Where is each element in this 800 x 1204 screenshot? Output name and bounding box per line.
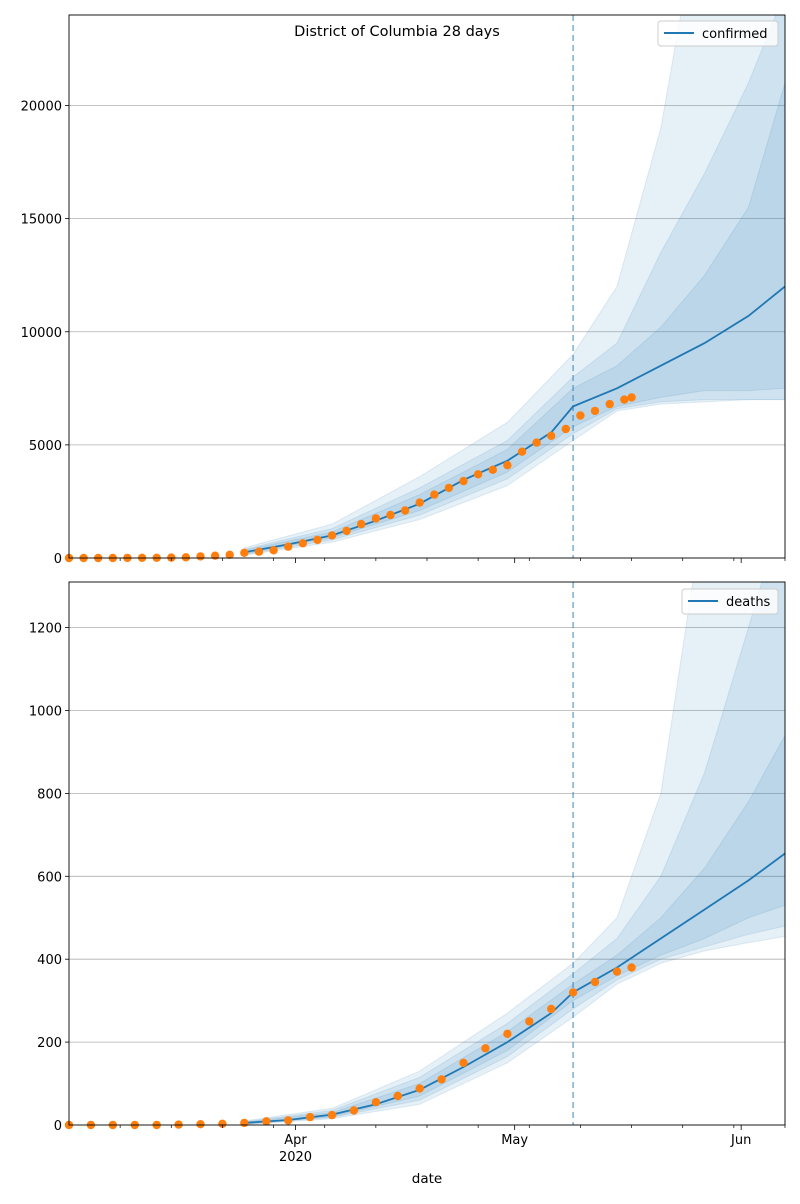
observed-point bbox=[196, 552, 205, 561]
observed-point bbox=[357, 519, 366, 529]
observed-point bbox=[437, 1075, 446, 1084]
y-tick-label: 200 bbox=[37, 1036, 62, 1051]
uncertainty-band bbox=[243, 582, 785, 1125]
x-tick-label: Apr bbox=[284, 1133, 307, 1148]
observed-point bbox=[371, 514, 381, 523]
observed-point bbox=[459, 1058, 468, 1068]
uncertainty-band bbox=[243, 735, 785, 1125]
observed-point bbox=[547, 1004, 556, 1014]
observed-point bbox=[218, 1119, 227, 1129]
observed-point bbox=[415, 1084, 424, 1093]
legend-label-deaths: deaths bbox=[726, 595, 771, 610]
observed-point bbox=[444, 483, 454, 493]
observed-point bbox=[284, 1116, 293, 1125]
observed-point bbox=[503, 1029, 512, 1039]
uncertainty-band bbox=[243, 15, 785, 556]
uncertainty-band bbox=[243, 15, 785, 556]
series-line-deaths bbox=[244, 852, 785, 1124]
uncertainty-band bbox=[243, 82, 785, 555]
observed-point bbox=[605, 399, 614, 409]
uncertainty-band bbox=[243, 582, 785, 1125]
legend-label-confirmed: confirmed bbox=[702, 27, 768, 42]
deaths-panel: 0 200 400 600 800 1000 1200 Apr 2020 May Jun death… bbox=[29, 581, 786, 1187]
y-tick-label: 800 bbox=[37, 787, 62, 802]
observed-point bbox=[313, 535, 322, 545]
observed-point bbox=[576, 411, 585, 420]
observed-point bbox=[612, 967, 622, 976]
observed-point bbox=[525, 1017, 534, 1026]
x-tick-label: Jun bbox=[730, 1133, 751, 1148]
legend-box bbox=[657, 20, 779, 47]
observed-point bbox=[196, 1120, 205, 1129]
observed-point bbox=[590, 977, 600, 987]
x-tick-sublabel: 2020 bbox=[279, 1150, 312, 1165]
y-tick-label: 20000 bbox=[21, 100, 62, 115]
observed-point bbox=[181, 553, 191, 562]
observed-point bbox=[590, 406, 600, 416]
observed-point bbox=[517, 447, 527, 456]
observed-point bbox=[568, 988, 578, 997]
observed-point bbox=[561, 424, 570, 434]
observed-point bbox=[400, 506, 410, 515]
observed-point bbox=[298, 539, 307, 548]
y-tick-label: 0 bbox=[54, 1119, 62, 1134]
observed-point bbox=[430, 490, 439, 499]
observed-point bbox=[627, 963, 636, 972]
y-tick-label: 1200 bbox=[29, 622, 62, 637]
observed-point bbox=[503, 461, 512, 470]
observed-point bbox=[284, 542, 293, 551]
observed-point bbox=[305, 1112, 315, 1122]
y-tick-label: 400 bbox=[37, 953, 62, 968]
observed-point bbox=[386, 510, 395, 520]
forecast-bands bbox=[243, 582, 785, 1125]
observed-point bbox=[240, 1118, 249, 1128]
observed-point bbox=[488, 465, 497, 474]
observed-point bbox=[327, 531, 337, 540]
observed-point bbox=[547, 431, 556, 440]
legend-box bbox=[681, 588, 779, 615]
observed-point bbox=[210, 551, 220, 560]
forecast-bands bbox=[243, 15, 785, 556]
legend[interactable]: deaths bbox=[681, 588, 779, 615]
observed-point bbox=[262, 1117, 271, 1126]
x-axis-label: date bbox=[412, 1171, 442, 1187]
y-tick-label: 5000 bbox=[29, 439, 62, 454]
y-tick-label: 600 bbox=[37, 870, 62, 885]
observed-point bbox=[254, 547, 264, 556]
legend[interactable]: confirmed bbox=[657, 20, 779, 47]
observed-point bbox=[349, 1106, 359, 1115]
observed-point bbox=[459, 476, 468, 486]
confirmed-panel: 0 5000 10000 15000 20000 District of Columbi… bbox=[21, 14, 786, 567]
observed-point bbox=[481, 1044, 490, 1053]
observed-point bbox=[240, 548, 249, 557]
observed-point bbox=[620, 395, 629, 404]
observed-point bbox=[473, 470, 483, 479]
y-tick-label: 0 bbox=[54, 552, 62, 567]
observed-point bbox=[342, 526, 351, 536]
observed-point bbox=[415, 498, 424, 507]
y-tick-label: 15000 bbox=[21, 213, 62, 228]
observed-point bbox=[371, 1098, 381, 1107]
series-line-confirmed bbox=[244, 285, 785, 554]
observed-point bbox=[225, 550, 234, 559]
observed-point bbox=[327, 1110, 337, 1120]
observed-point bbox=[269, 546, 278, 555]
observed-point bbox=[393, 1091, 402, 1101]
observed-point bbox=[627, 393, 636, 402]
x-tick-label: May bbox=[501, 1133, 528, 1148]
y-tick-label: 10000 bbox=[21, 326, 62, 341]
observed-point bbox=[532, 438, 541, 447]
chart-title: District of Columbia 28 days bbox=[294, 24, 500, 40]
y-tick-label: 1000 bbox=[29, 704, 62, 719]
